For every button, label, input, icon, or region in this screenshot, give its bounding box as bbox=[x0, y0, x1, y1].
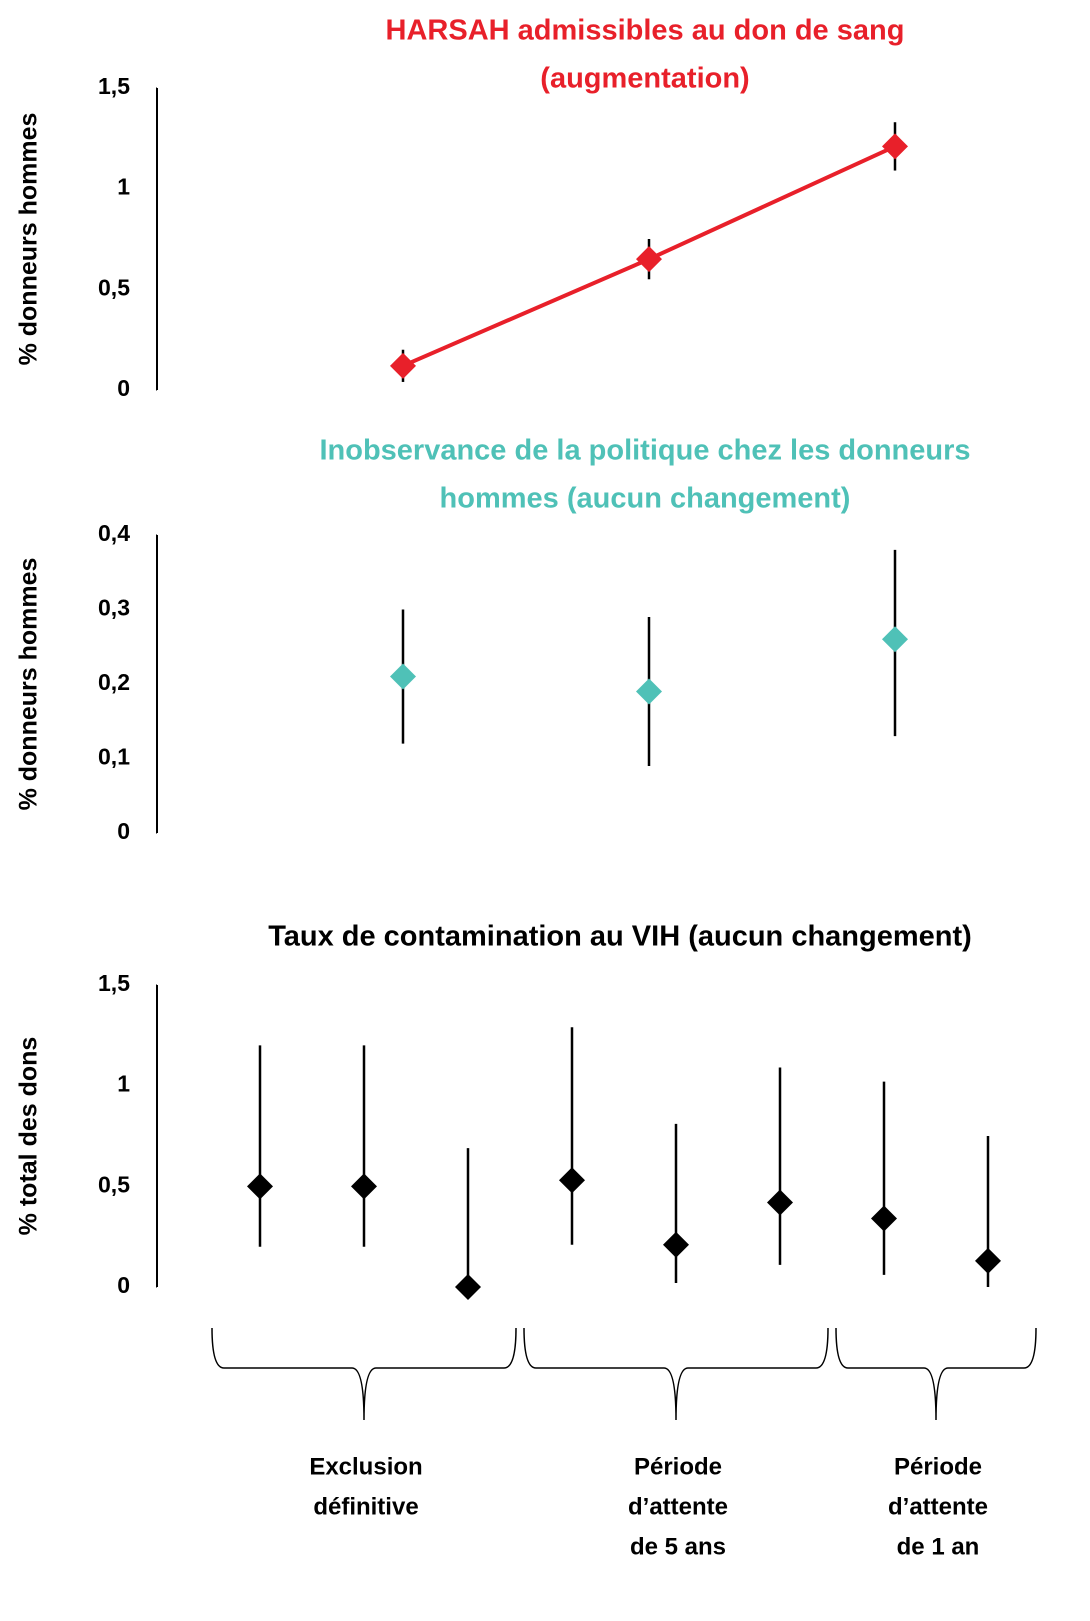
data-point bbox=[882, 133, 908, 160]
y-axis-label: % total des dons bbox=[15, 1037, 43, 1236]
group-label: d’attente bbox=[628, 1493, 728, 1520]
group-brace bbox=[835, 1327, 1037, 1421]
group-label: de 1 an bbox=[897, 1533, 980, 1560]
y-tick-label: 0,3 bbox=[98, 595, 130, 621]
data-point bbox=[871, 1205, 897, 1232]
y-tick-label: 1,5 bbox=[98, 970, 130, 996]
y-tick-label: 0,1 bbox=[98, 744, 130, 770]
data-point bbox=[559, 1167, 585, 1194]
y-tick-label: 1,5 bbox=[98, 73, 130, 99]
y-tick-label: 1 bbox=[117, 174, 130, 200]
chart-title: Inobservance de la politique chez les do… bbox=[319, 435, 970, 467]
y-tick-label: 0 bbox=[117, 375, 130, 401]
y-axis-label: % donneurs hommes bbox=[15, 113, 43, 366]
data-point bbox=[767, 1189, 793, 1216]
y-axis-label: % donneurs hommes bbox=[15, 558, 43, 811]
data-point bbox=[351, 1173, 377, 1200]
y-tick-label: 0,2 bbox=[98, 669, 130, 695]
data-point bbox=[247, 1173, 273, 1200]
group-label: Période bbox=[894, 1453, 982, 1480]
chart-title: HARSAH admissibles au don de sang bbox=[386, 15, 905, 47]
y-tick-label: 0 bbox=[117, 818, 130, 844]
data-point bbox=[975, 1247, 1001, 1274]
group-label: d’attente bbox=[888, 1493, 988, 1520]
group-label: Exclusion bbox=[309, 1453, 422, 1480]
data-point bbox=[636, 678, 662, 705]
group-brace bbox=[523, 1327, 829, 1421]
y-tick-label: 0,5 bbox=[98, 1171, 130, 1197]
group-brace bbox=[211, 1327, 517, 1421]
group-label: Période bbox=[634, 1453, 722, 1480]
data-point bbox=[390, 663, 416, 690]
group-label: définitive bbox=[313, 1493, 418, 1520]
group-label: de 5 ans bbox=[630, 1533, 726, 1560]
y-tick-label: 1 bbox=[117, 1071, 130, 1097]
data-point bbox=[882, 626, 908, 653]
y-tick-label: 0,5 bbox=[98, 274, 130, 300]
data-point bbox=[390, 352, 416, 379]
chart-title: Taux de contamination au VIH (aucun chan… bbox=[268, 921, 972, 953]
data-point bbox=[636, 246, 662, 273]
data-point bbox=[663, 1231, 689, 1258]
y-tick-label: 0 bbox=[117, 1272, 130, 1298]
chart-title: hommes (aucun changement) bbox=[440, 483, 851, 515]
y-tick-label: 0,4 bbox=[98, 520, 130, 546]
data-point bbox=[455, 1274, 481, 1300]
chart-title: (augmentation) bbox=[540, 63, 749, 95]
